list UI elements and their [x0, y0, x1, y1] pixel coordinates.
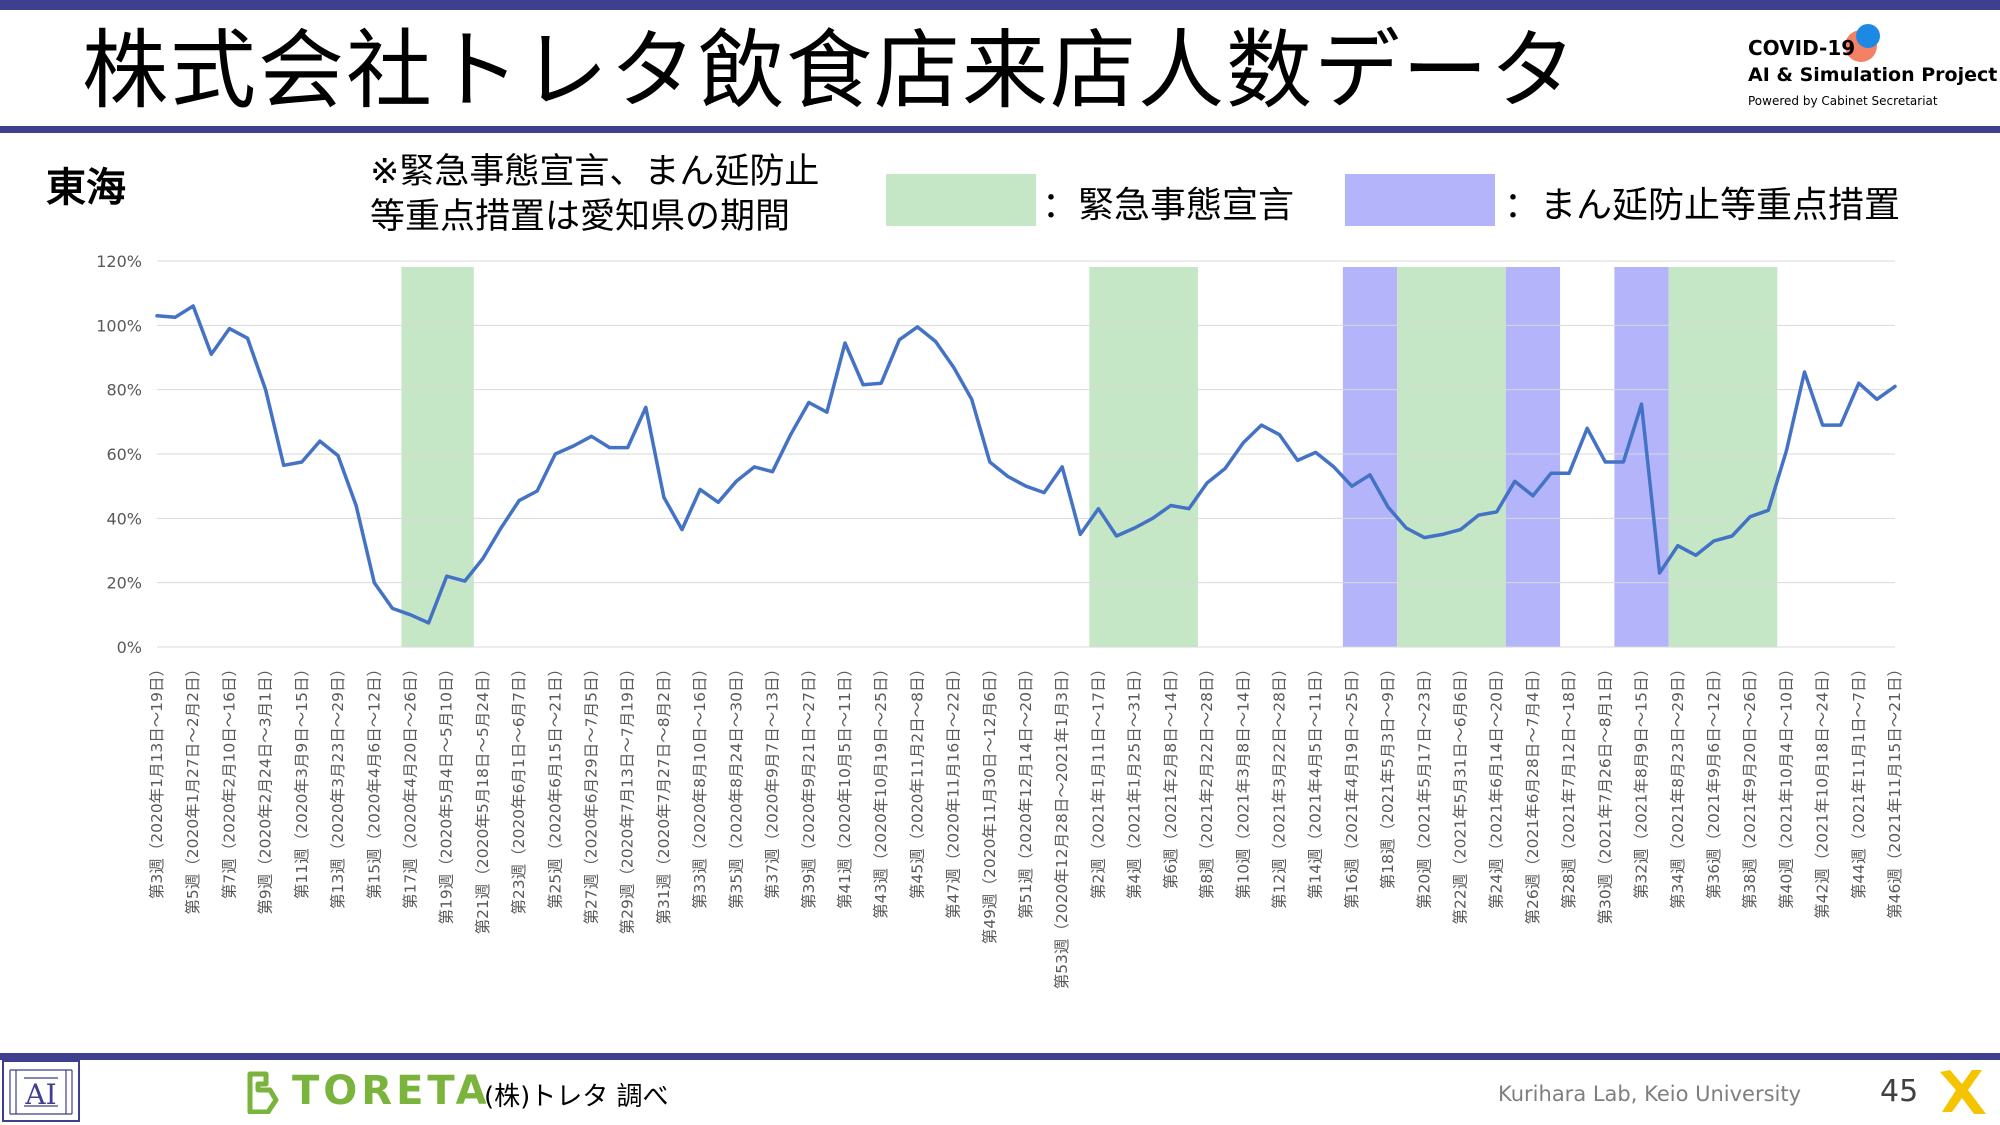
y-tick-label-6: 120%	[96, 252, 142, 271]
series-line	[155, 304, 1897, 625]
x-tick-label-43: 第36週（2021年9月6日～12日）	[1705, 661, 1723, 899]
x-tick-label-12: 第27週（2020年6月29日～7月5日）	[583, 661, 601, 924]
x-tick-label-46: 第42週（2021年10月18日～24日）	[1814, 661, 1832, 919]
x-tick-label-34: 第18週（2021年5月3日～9日）	[1379, 661, 1397, 889]
toreta-brand: TORETA	[292, 1068, 491, 1114]
x-tick-label-33: 第16週（2021年4月19日～25日）	[1343, 661, 1361, 909]
top-accent-bar	[0, 0, 2000, 10]
shading-emergency-6	[1668, 267, 1778, 647]
x-tick-label-4: 第11週（2020年3月9日～15日）	[293, 661, 311, 899]
toreta-leaf-icon	[247, 1071, 279, 1114]
shading-emergency-0	[401, 267, 474, 647]
x-tick-label-3: 第9週（2020年2月24日～3月1日）	[257, 661, 275, 915]
x-tick-label-37: 第24週（2021年6月14日～20日）	[1488, 661, 1506, 909]
x-tick-label-42: 第34週（2021年8月23日～29日）	[1669, 661, 1687, 909]
x-tick-label-11: 第25週（2020年6月15日～21日）	[546, 661, 564, 909]
y-tick-label-1: 20%	[106, 574, 142, 593]
logo-blue-dot-icon	[1856, 24, 1880, 48]
line-chart: 0% 20% 40% 60% 80% 100% 120% 第3週（2020年1月13日～19日…	[96, 252, 1904, 989]
data-source: (株)トレタ 調べ	[484, 1082, 669, 1112]
x-tick-label-48: 第46週（2021年11月15日～21日）	[1886, 661, 1904, 919]
x-tick-label-38: 第26週（2021年6月28日～7月4日）	[1524, 661, 1542, 924]
svg-text:AI: AI	[24, 1078, 56, 1111]
covid19-project-logo: COVID-19 AI & Simulation Project Powered…	[1748, 24, 1997, 116]
page-title: 株式会社トレタ飲食店来店人数データ	[82, 21, 1578, 121]
x-tick-label-40: 第30週（2021年7月26日～8月1日）	[1596, 661, 1614, 924]
ai-lab-logo-icon: AI	[2, 1060, 80, 1122]
x-tick-label-19: 第41週（2020年10月5日～11日）	[836, 661, 854, 909]
logo-line3: Powered by Cabinet Secretariat	[1748, 94, 1938, 108]
lab-credit: Kurihara Lab, Keio University	[1498, 1082, 1802, 1106]
legend-priority-label: ：まん延防止等重点措置	[1504, 185, 1901, 226]
legend-emergency-label: ：緊急事態宣言	[1042, 185, 1295, 226]
x-tick-label-20: 第43週（2020年10月19日～25日）	[872, 661, 890, 919]
x-tick-label-6: 第15週（2020年4月6日～12日）	[365, 661, 383, 899]
legend-priority-swatch	[1345, 174, 1495, 226]
x-tick-label-1: 第5週（2020年1月27日～2月2日）	[184, 661, 202, 915]
x-tick-label-29: 第8週（2021年2月22日～28日）	[1198, 661, 1216, 899]
shading-priority-5	[1614, 267, 1669, 647]
x-tick-label-7: 第17週（2020年4月20日～26日）	[401, 661, 419, 909]
x-tick-label-21: 第45週（2020年11月2日～8日）	[908, 661, 926, 899]
x-tick-label-18: 第39週（2020年9月21日～27日）	[800, 661, 818, 909]
x-tick-label-23: 第49週（2020年11月30日～12月6日）	[981, 661, 999, 944]
x-tick-label-16: 第35週（2020年8月24日～30日）	[727, 661, 745, 909]
shading-priority-2	[1342, 267, 1398, 647]
x-tick-label-0: 第3週（2020年1月13日～19日）	[148, 661, 166, 899]
y-tick-label-5: 100%	[96, 316, 142, 335]
legend-emergency-swatch	[886, 174, 1036, 226]
y-tick-label-2: 40%	[106, 509, 142, 528]
title-divider	[0, 126, 2000, 133]
shading-priority-4	[1505, 267, 1561, 647]
x-tick-label-10: 第23週（2020年6月1日～6月7日）	[510, 661, 528, 915]
x-tick-label-14: 第31週（2020年7月27日～8月2日）	[655, 661, 673, 924]
period-note: ※緊急事態宣言、まん延防止 等重点措置は愛知県の期間	[370, 150, 819, 240]
x-tick-label-8: 第19週（2020年5月4日～5月10日）	[438, 661, 456, 924]
x-tick-label-39: 第28週（2021年7月12日～18日）	[1560, 661, 1578, 909]
x-tick-label-24: 第51週（2020年12月14日～20日）	[1017, 661, 1035, 919]
logo-line1: COVID-19	[1748, 36, 1856, 60]
x-tick-label-17: 第37週（2020年9月7日～13日）	[764, 661, 782, 899]
page-number: 45	[1880, 1074, 1919, 1109]
x-tick-label-9: 第21週（2020年5月18日～5月24日）	[474, 661, 492, 934]
shading-emergency-3	[1397, 267, 1506, 647]
x-tick-label-47: 第44週（2021年11月1日～7日）	[1850, 661, 1868, 899]
x-tick-label-13: 第29週（2020年7月13日～7月19日）	[619, 661, 637, 934]
y-tick-label-4: 80%	[106, 381, 142, 400]
note-line2: 等重点措置は愛知県の期間	[370, 197, 791, 237]
x-tick-label-2: 第7週（2020年2月10日～16日）	[220, 661, 238, 899]
y-tick-label-3: 60%	[106, 445, 142, 464]
y-tick-label-0: 0%	[117, 638, 142, 657]
x-mark-logo-icon	[1940, 1070, 1986, 1114]
x-tick-label-5: 第13週（2020年3月23日～29日）	[329, 661, 347, 909]
x-tick-label-26: 第2週（2021年1月11日～17日）	[1089, 661, 1107, 899]
x-tick-label-44: 第38週（2021年9月20日～26日）	[1741, 661, 1759, 909]
logo-line2: AI & Simulation Project	[1748, 64, 1998, 86]
region-label: 東海	[46, 165, 126, 211]
x-tick-label-28: 第6週（2021年2月8日～14日）	[1162, 661, 1180, 889]
note-line1: ※緊急事態宣言、まん延防止	[370, 152, 820, 192]
x-tick-label-41: 第32週（2021年8月9日～15日）	[1633, 661, 1651, 899]
x-tick-label-31: 第12週（2021年3月22日～28日）	[1270, 661, 1288, 909]
x-tick-label-32: 第14週（2021年4月5日～11日）	[1307, 661, 1325, 899]
x-tick-label-45: 第40週（2021年10月4日～10日）	[1777, 661, 1795, 909]
x-tick-label-35: 第20週（2021年5月17日～23日）	[1415, 661, 1433, 909]
x-tick-label-27: 第4週（2021年1月25日～31日）	[1126, 661, 1144, 899]
x-tick-label-30: 第10週（2021年3月8日～14日）	[1234, 661, 1252, 899]
x-tick-label-15: 第33週（2020年8月10日～16日）	[691, 661, 709, 909]
x-tick-label-36: 第22週（2021年5月31日～6月6日）	[1452, 661, 1470, 924]
x-tick-label-25: 第53週（2020年12月28日～2021年1月3日）	[1053, 661, 1071, 989]
x-tick-label-22: 第47週（2020年11月16日～22日）	[945, 661, 963, 919]
shading-emergency-1	[1089, 267, 1198, 647]
footer-divider	[0, 1053, 2000, 1060]
